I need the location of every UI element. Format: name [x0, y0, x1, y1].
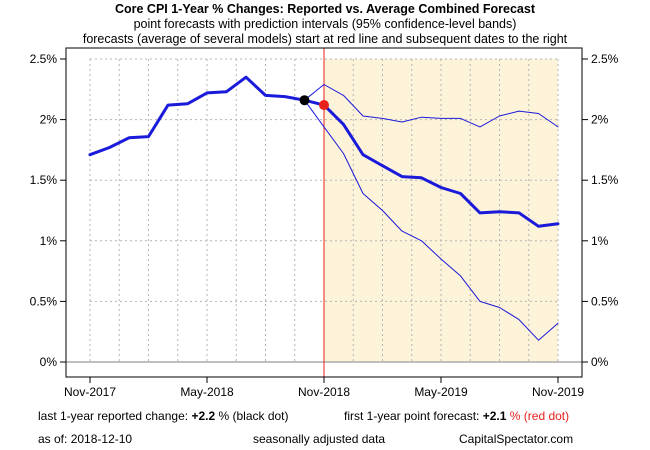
x-tick-label: May-2019: [414, 385, 468, 399]
source-credit: CapitalSpectator.com: [459, 432, 574, 446]
y-tick-label-right: 1.5%: [591, 173, 619, 187]
chart-subtitle-1: point forecasts with prediction interval…: [133, 17, 517, 31]
x-tick-label: May-2018: [180, 385, 234, 399]
y-tick-label-right: 0%: [591, 355, 609, 369]
x-tick-label: Nov-2019: [532, 385, 584, 399]
reported-suffix: % (black dot): [218, 409, 289, 423]
reported-value: +2.2: [191, 409, 216, 423]
y-tick-label-right: 1%: [591, 234, 609, 248]
forecast-series-line: [303, 98, 560, 228]
seasonal-note: seasonally adjusted data: [253, 432, 386, 446]
y-tick-label-left: 2.5%: [30, 52, 58, 66]
upper-band-line: [304, 84, 559, 128]
forecast-suffix: % (red dot): [509, 409, 570, 423]
last-reported-dot: [299, 95, 310, 106]
x-tick-label: Nov-2018: [298, 385, 350, 399]
y-tick-label-left: 0.5%: [30, 294, 58, 308]
reported-label: last 1-year reported change:: [38, 409, 189, 423]
reported-series-line: [88, 75, 306, 157]
as-of-label: as of:: [38, 432, 68, 446]
forecast-note: first 1-year point forecast: +2.1 % (red…: [344, 409, 569, 423]
y-tick-label-left: 1.5%: [30, 173, 58, 187]
y-tick-label-left: 1%: [40, 234, 58, 248]
chart-title: Core CPI 1-Year % Changes: Reported vs. …: [114, 2, 536, 16]
lower-band-line: [304, 99, 559, 341]
as-of-value: 2018-12-10: [70, 432, 133, 446]
y-tick-label-left: 2%: [40, 113, 58, 127]
first-forecast-dot: [319, 100, 329, 111]
forecast-label: first 1-year point forecast:: [344, 409, 480, 423]
reported-change-note: last 1-year reported change: +2.2 % (bla…: [38, 409, 289, 423]
y-tick-label-right: 2.5%: [591, 52, 619, 66]
forecast-value: +2.1: [482, 409, 507, 423]
x-tick-label: Nov-2017: [64, 385, 116, 399]
y-tick-label-left: 0%: [40, 355, 58, 369]
chart-subtitle-2: forecasts (average of several models) st…: [82, 32, 568, 46]
as-of-date: as of: 2018-12-10: [38, 432, 132, 446]
y-tick-label-right: 2%: [591, 113, 609, 127]
y-tick-label-right: 0.5%: [591, 294, 619, 308]
